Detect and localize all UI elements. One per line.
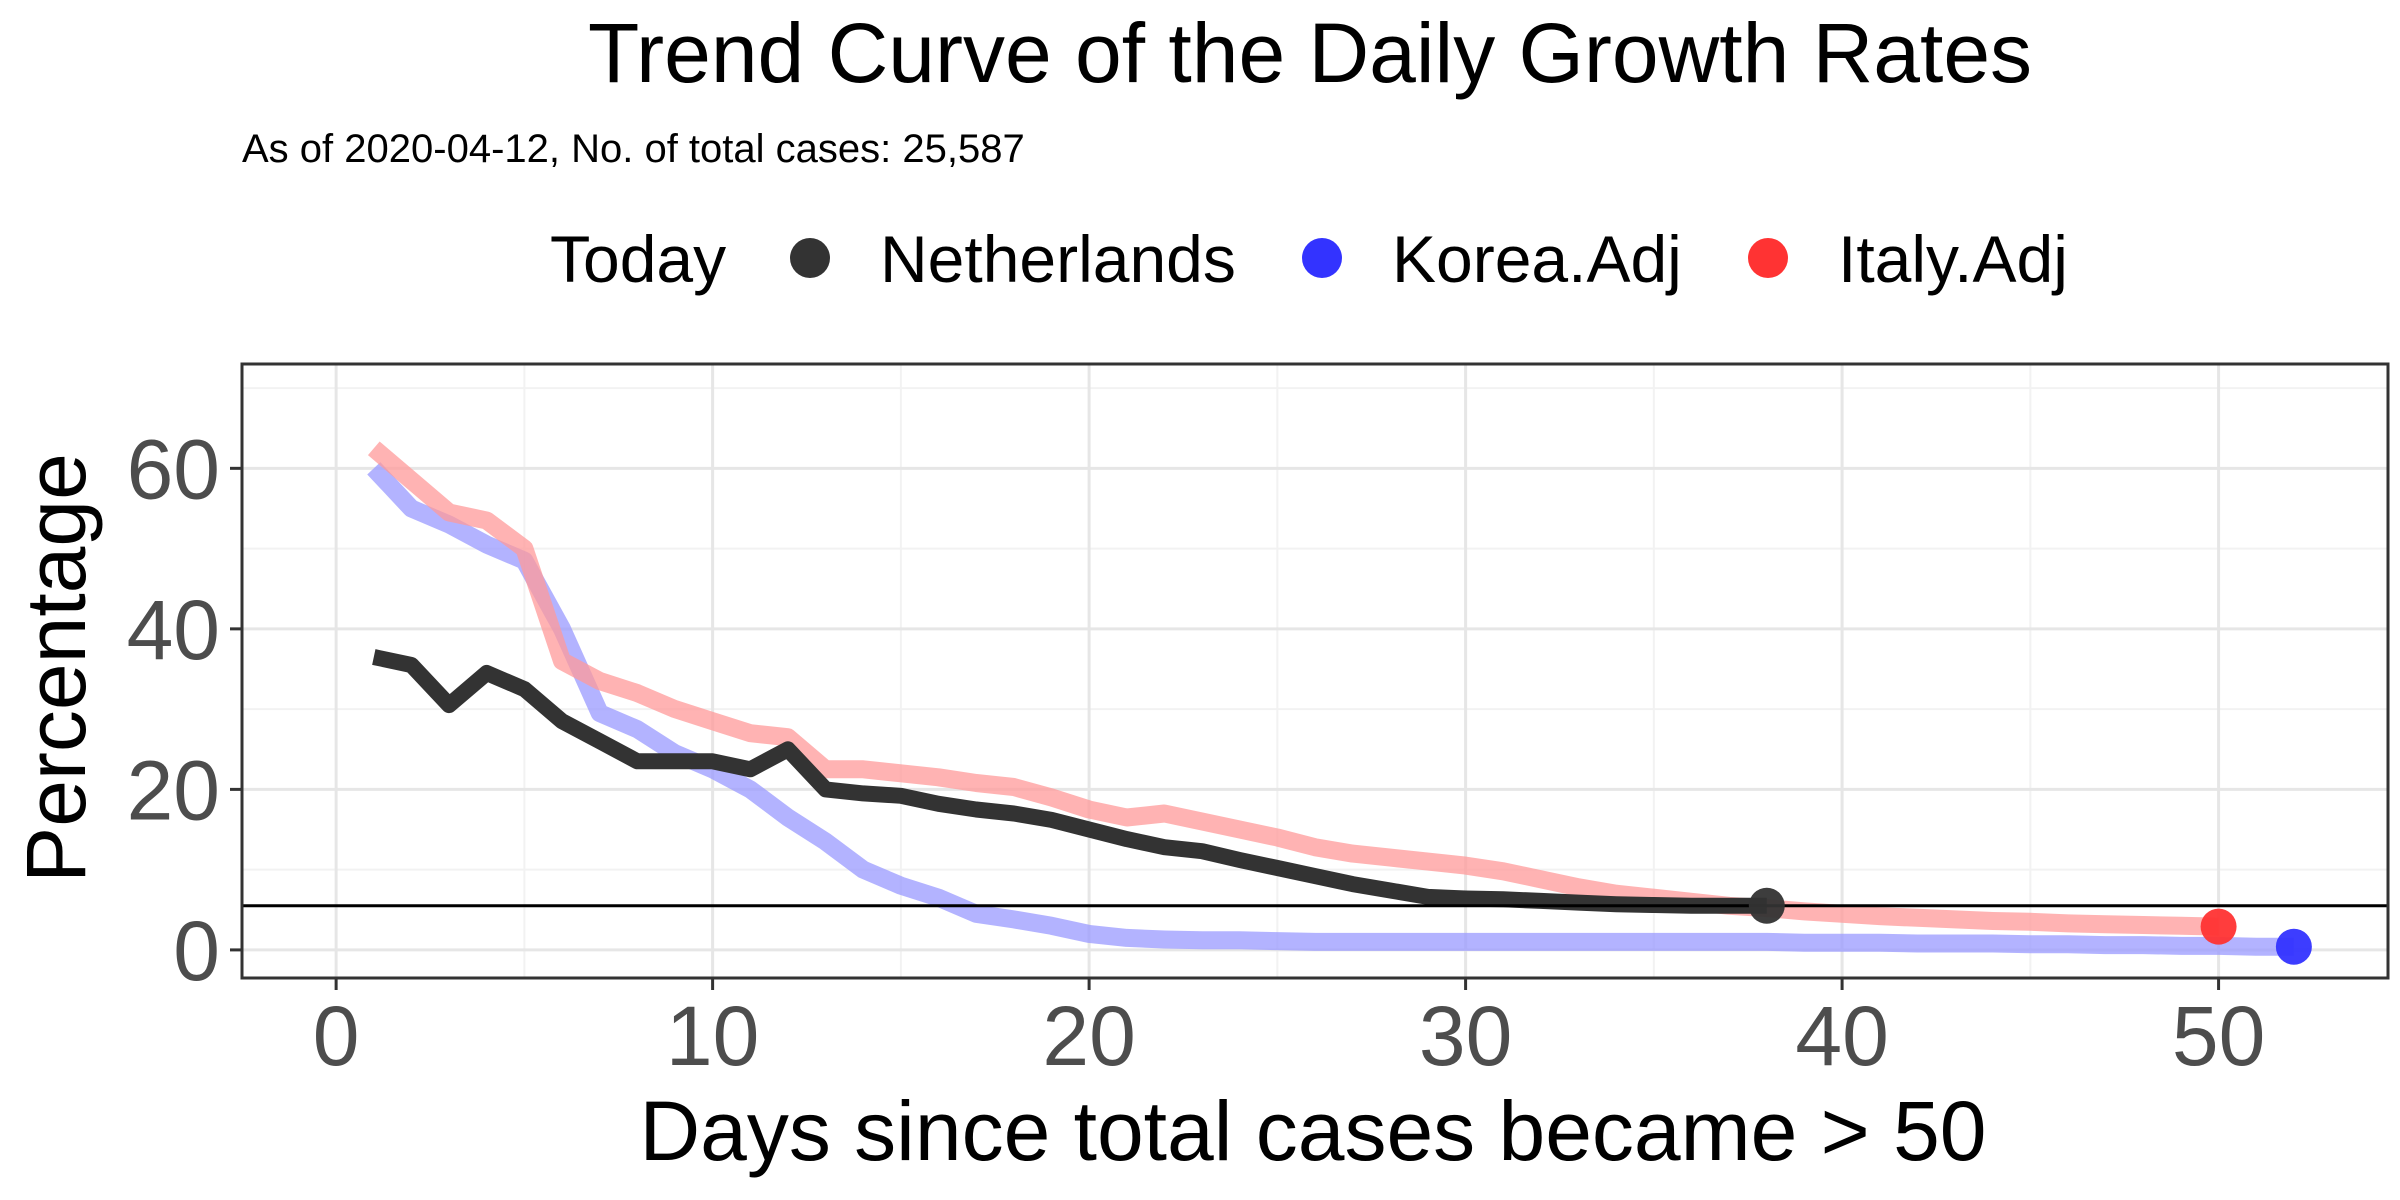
chart-title: Trend Curve of the Daily Growth Rates	[588, 6, 2032, 100]
x-tick-label: 30	[1419, 989, 1512, 1083]
legend-title: Today	[550, 222, 726, 296]
x-tick-label: 50	[2172, 989, 2265, 1083]
y-tick-label: 20	[127, 743, 220, 837]
y-tick-label: 40	[127, 583, 220, 677]
legend: Today Netherlands Korea.Adj Italy.Adj	[550, 222, 2068, 296]
x-tick-label: 40	[1795, 989, 1888, 1083]
today-point-netherlands	[1748, 887, 1785, 924]
legend-key-korea-adj	[1302, 238, 1342, 278]
y-tick-label: 60	[127, 422, 220, 516]
legend-key-italy-adj	[1748, 238, 1788, 278]
x-tick-label: 0	[313, 989, 360, 1083]
series-line-italy-adj	[367, 441, 2219, 936]
legend-label-italy-adj: Italy.Adj	[1838, 222, 2068, 296]
plot-area: 0 10 20 30 40 50 0 20 40 60	[127, 362, 2390, 1083]
y-axis-label: Percentage	[9, 453, 103, 883]
legend-label-netherlands: Netherlands	[880, 222, 1236, 296]
x-tick-label: 10	[666, 989, 759, 1083]
today-point-italy-adj	[2200, 908, 2237, 945]
y-tick-label: 0	[173, 904, 220, 998]
legend-label-korea-adj: Korea.Adj	[1392, 222, 1682, 296]
today-point-korea-adj	[2275, 928, 2312, 965]
panel-border	[240, 362, 2390, 980]
x-axis-label: Days since total cases became > 50	[639, 1084, 1986, 1178]
legend-key-netherlands	[790, 238, 830, 278]
chart-subtitle: As of 2020-04-12, No. of total cases: 25…	[242, 127, 1025, 171]
x-tick-label: 20	[1042, 989, 1135, 1083]
series-line-netherlands	[372, 649, 1767, 914]
